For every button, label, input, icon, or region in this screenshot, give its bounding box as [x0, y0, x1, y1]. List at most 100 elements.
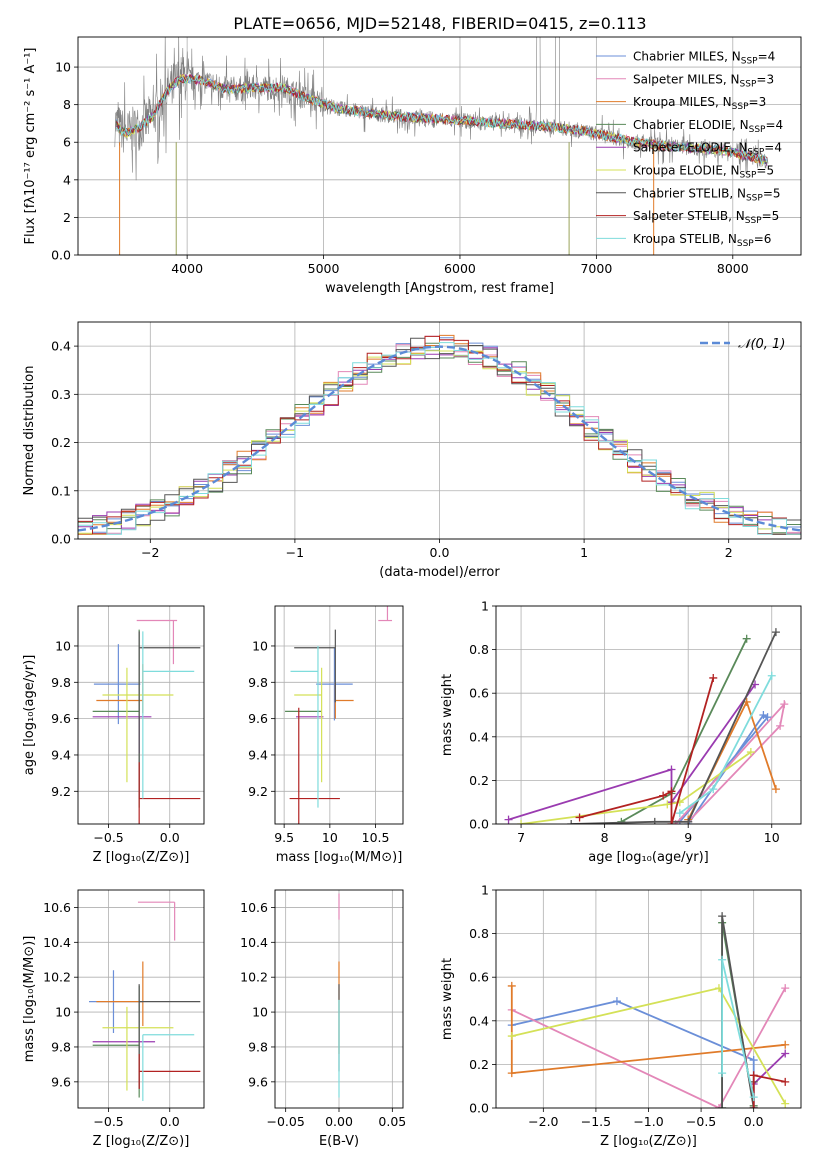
legend-label-text: Chabrier ELODIE, N — [633, 118, 749, 132]
residual-histogram-line — [78, 335, 801, 535]
legend-label-sub: SSP — [747, 148, 764, 158]
x-tick-label: 2 — [725, 545, 733, 560]
legend-label-tail: =5 — [763, 186, 781, 200]
weight-point-marker — [742, 634, 751, 643]
y-tick-label: 10.6 — [240, 900, 268, 915]
x-tick-label: −0.5 — [93, 1114, 123, 1129]
x-tick-label: 9.5 — [274, 830, 294, 845]
legend-label-sub: SSP — [740, 171, 757, 181]
weight-series-line — [620, 638, 748, 823]
y-tick-label: 9.6 — [248, 1074, 268, 1089]
legend-label: Kroupa STELIB, NSSP=6 — [633, 232, 771, 249]
y-tick-label: 10.2 — [43, 970, 71, 985]
weight-point-marker — [667, 765, 676, 774]
x-tick-label: −1.0 — [633, 1114, 663, 1129]
weight-point-marker — [749, 1071, 758, 1080]
y-tick-label: 0.4 — [469, 1013, 489, 1028]
legend-label-tail: =3 — [749, 95, 767, 109]
x-tick-label: 1 — [580, 545, 588, 560]
x-tick-label: −2 — [141, 545, 159, 560]
weight-series-line — [721, 959, 755, 1098]
weight-point-marker — [718, 955, 727, 964]
plot-age-vs-z: −0.5 0.0 9.2 9.4 9.6 9.8 10 Z [log₁₀(Z/Z⊙)] age … — [22, 605, 205, 865]
y-tick-label: 9.6 — [248, 711, 268, 726]
y-tick-label: 0.4 — [51, 339, 71, 354]
weight-point-marker — [746, 748, 755, 757]
y-tick-label: 9.2 — [248, 784, 268, 799]
plot-frame — [274, 889, 404, 1109]
weight-series-line — [511, 1000, 755, 1108]
legend-label-text: Salpeter ELODIE, N — [633, 141, 747, 155]
plot-weight-vs-age: 7 8 9 10 0.0 0.2 0.4 0.6 0.8 1 age [log₁₀(age/yr)]… — [440, 599, 802, 865]
legend-label-sub: SSP — [741, 57, 758, 67]
weight-series-line — [579, 677, 715, 824]
legend-label: Kroupa MILES, NSSP=3 — [633, 95, 766, 112]
weight-point-marker — [771, 628, 780, 637]
y-tick-label: 10.4 — [43, 935, 71, 950]
weight-point-marker — [714, 1104, 723, 1108]
legend-label-tail: =4 — [764, 141, 782, 155]
y-tick-label: 4 — [63, 172, 71, 187]
legend-label: Chabrier ELODIE, NSSP=4 — [633, 118, 783, 135]
x-axis-label: mass [log₁₀(M/M⊙)] — [276, 850, 403, 865]
y-tick-label: 10 — [55, 1005, 71, 1020]
legend-label: Chabrier STELIB, NSSP=5 — [633, 186, 781, 203]
x-tick-label: −0.5 — [93, 830, 123, 845]
legend-label-tail: =5 — [756, 164, 774, 178]
y-tick-label: 1 — [481, 599, 489, 614]
legend-label-text: Kroupa MILES, N — [633, 95, 732, 109]
weight-series-line — [511, 987, 786, 1108]
y-tick-label: 1 — [481, 883, 489, 898]
legend-label-sub: SSP — [746, 193, 763, 203]
weight-point-marker — [718, 1069, 727, 1078]
weight-series-line — [675, 701, 786, 824]
figure-title: PLATE=0656, MJD=52148, FIBERID=0415, z=0… — [233, 14, 646, 33]
weight-point-marker — [749, 1093, 758, 1102]
weight-point-marker — [567, 820, 576, 824]
legend-label-sub: SSP — [740, 79, 757, 89]
weight-point-marker — [749, 1104, 758, 1108]
y-tick-label: 0.2 — [51, 435, 71, 450]
x-tick-label: 4000 — [171, 261, 203, 276]
plot-area — [89, 901, 201, 1102]
plot-spectrum: 4000 5000 6000 7000 8000 0.0 2 4 6 8 10 wavelength … — [23, 36, 802, 296]
weight-point-marker — [667, 820, 676, 824]
plot-frame — [77, 321, 802, 540]
legend-label: Salpeter MILES, NSSP=3 — [633, 72, 774, 89]
x-tick-label: 10.5 — [362, 830, 390, 845]
weight-point-marker — [709, 673, 718, 682]
y-tick-label: 10 — [252, 638, 268, 653]
weight-point-marker — [507, 1069, 516, 1078]
x-axis-label: Z [log₁₀(Z/Z⊙)] — [600, 1134, 697, 1149]
residual-histogram-line — [78, 350, 801, 535]
weight-point-marker — [667, 787, 676, 796]
residual-histogram-line — [78, 342, 801, 535]
x-tick-label: 7 — [517, 830, 525, 845]
x-tick-label: 6000 — [444, 261, 476, 276]
weight-point-marker — [763, 713, 772, 722]
legend-label: 𝒩(0, 1) — [738, 337, 785, 352]
y-tick-label: 9.8 — [51, 1039, 71, 1054]
y-tick-label: 2 — [63, 210, 71, 225]
y-tick-label: 0.0 — [469, 817, 489, 832]
y-tick-label: 0.8 — [469, 642, 489, 657]
x-axis-label: age [log₁₀(age/yr)] — [588, 850, 709, 865]
x-tick-label: 10 — [764, 830, 780, 845]
x-tick-label: −0.5 — [686, 1114, 716, 1129]
spectrum-model-line — [115, 73, 768, 165]
legend-label-tail: =6 — [754, 232, 772, 246]
x-tick-label: 10 — [322, 830, 338, 845]
y-axis-label: Normed distribution — [22, 366, 37, 496]
x-tick-label: 0.05 — [378, 1114, 406, 1129]
y-tick-label: 6 — [63, 135, 71, 150]
legend-label: Kroupa ELODIE, NSSP=5 — [633, 164, 774, 181]
y-tick-label: 9.4 — [248, 747, 268, 762]
x-tick-label: 5000 — [308, 261, 340, 276]
plot-area — [285, 606, 393, 824]
plot-residuals: −2 −1 0.0 1 2 0.0 0.1 0.2 0.3 0.4 (data-model)/err… — [22, 321, 802, 580]
x-axis-label: E(B-V) — [319, 1134, 359, 1149]
x-tick-label: 0.0 — [160, 830, 180, 845]
legend-label-tail: =5 — [762, 209, 780, 223]
